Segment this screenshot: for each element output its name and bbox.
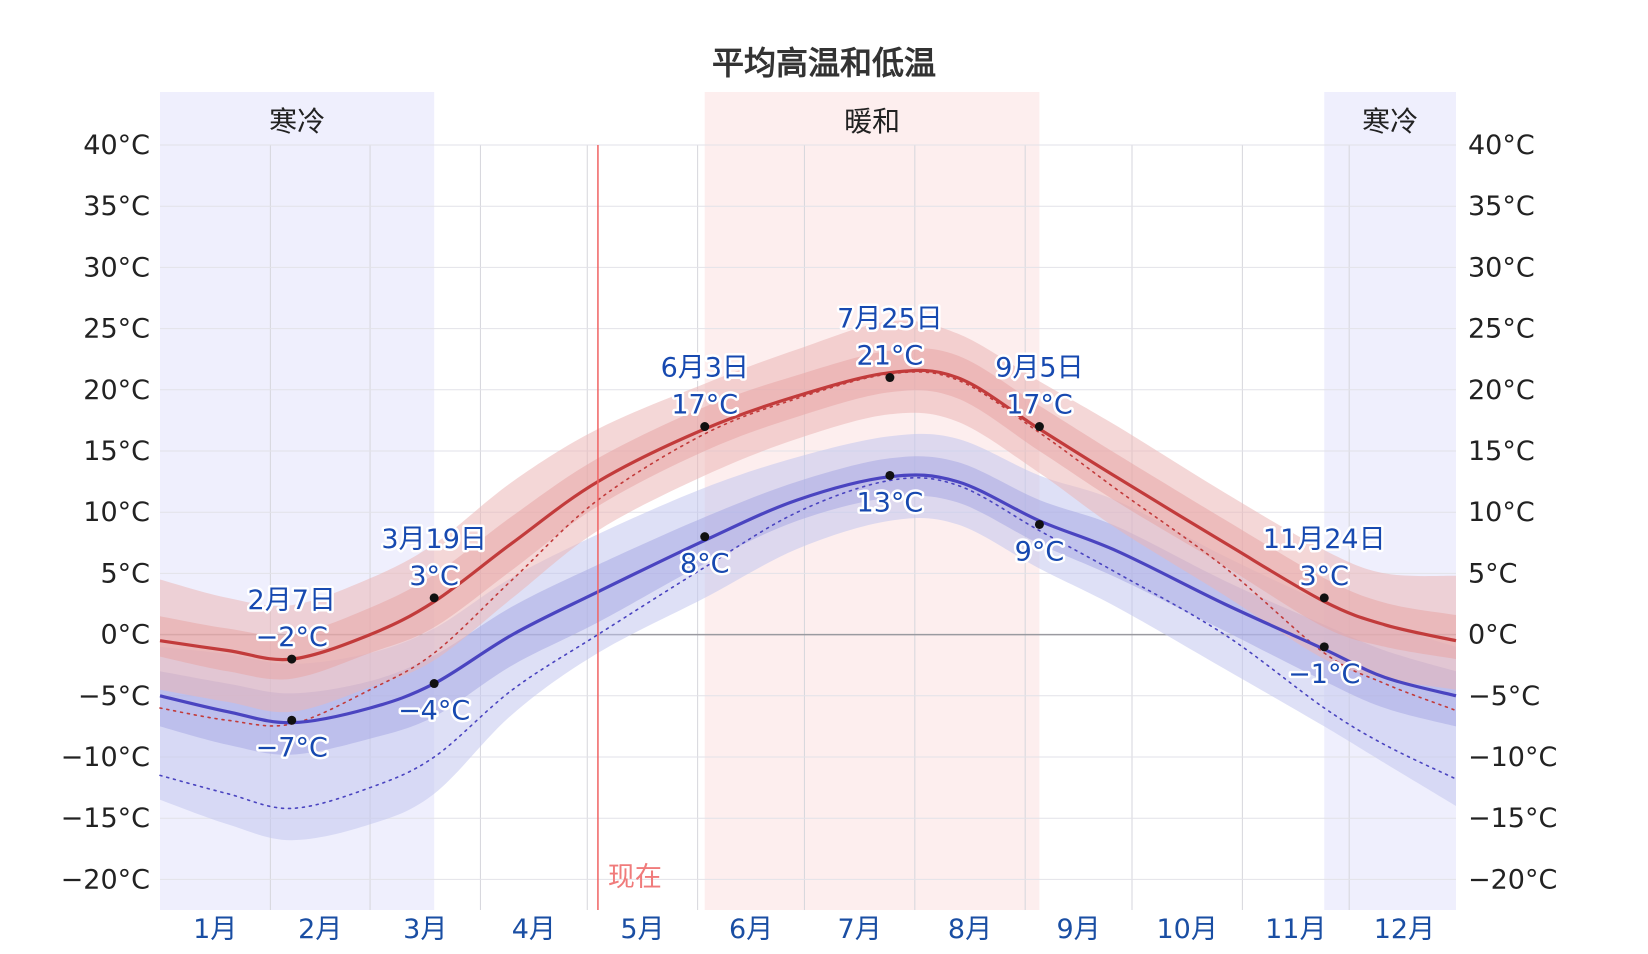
annotation-date: 9月5日 (995, 353, 1083, 384)
annotation-dot (885, 470, 895, 480)
annotation-dot (429, 593, 439, 603)
annotation-dot (287, 715, 297, 725)
y-tick-left: −15°C (61, 803, 150, 834)
season-label-0: 寒冷 (269, 105, 325, 138)
y-axis-ticks: −20°C −20°C −15°C −15°C −10°C −10°C −5°C −5°C 0°… (61, 130, 1558, 895)
chart-title: 平均高温和低温 (712, 44, 936, 82)
annotation-value: 9°C (1015, 536, 1065, 567)
annotation-dot (700, 532, 710, 542)
y-tick-right: −10°C (1468, 742, 1557, 773)
y-tick-right: 40°C (1468, 130, 1535, 161)
annotation-value: −2°C (256, 622, 328, 653)
y-tick-left: 0°C (100, 620, 150, 651)
annotations: −2°C 2月7日 −7°C 3°C 3月19日 −4°C 17°C 6月3日 8°C 21°C 7… (245, 301, 1388, 766)
y-tick-right: 35°C (1468, 191, 1535, 222)
now-label: 现在 (608, 862, 662, 893)
y-tick-left: −20°C (61, 864, 150, 895)
annotation-date: 3月19日 (381, 524, 487, 555)
y-tick-right: 0°C (1468, 620, 1518, 651)
annotation-value: 3°C (1299, 561, 1349, 592)
annotation-value: 3°C (409, 561, 459, 592)
annotation-dot (287, 654, 297, 664)
annotation-dot (1034, 519, 1044, 529)
season-label-1: 暖和 (844, 105, 900, 138)
x-tick-month: 3月 (403, 914, 447, 945)
y-tick-right: 30°C (1468, 252, 1535, 283)
y-tick-left: 25°C (83, 314, 150, 345)
annotation-value: 13°C (857, 487, 924, 518)
annotation-dot (885, 373, 895, 383)
annotation-value: 21°C (857, 341, 924, 372)
y-tick-right: 25°C (1468, 314, 1535, 345)
annotation-dot (1319, 593, 1329, 603)
y-tick-right: 20°C (1468, 375, 1535, 406)
annotation-dot (1034, 422, 1044, 432)
x-tick-month: 2月 (298, 914, 342, 945)
annotation-dot (429, 679, 439, 689)
y-tick-left: −5°C (78, 681, 150, 712)
annotation-date: 6月3日 (661, 353, 749, 384)
x-tick-month: 12月 (1374, 914, 1435, 945)
y-tick-right: 5°C (1468, 558, 1518, 589)
low-band-inner (160, 456, 1456, 755)
high-band-inner (160, 348, 1456, 680)
y-tick-right: −20°C (1468, 864, 1557, 895)
y-tick-left: −10°C (61, 742, 150, 773)
high-mean-line (159, 368, 1457, 662)
annotation-date: 2月7日 (248, 585, 336, 616)
x-tick-month: 5月 (620, 914, 664, 945)
low-mean-line (159, 473, 1457, 725)
x-tick-month: 11月 (1265, 914, 1326, 945)
annotation-value: −1°C (1288, 659, 1360, 690)
x-axis-ticks: 1月 2月 3月 4月 5月 6月 7月 8月 9月 10月 11月 12月 (193, 914, 1435, 945)
x-tick-month: 9月 (1056, 914, 1100, 945)
annotation-date: 11月24日 (1263, 524, 1386, 555)
annotation-value: 8°C (680, 549, 730, 580)
annotation-date: 7月25日 (837, 304, 943, 335)
y-tick-right: −5°C (1468, 681, 1540, 712)
annotation-value: 17°C (1006, 390, 1073, 421)
y-tick-left: 15°C (83, 436, 150, 467)
high-feels-line (159, 371, 1457, 727)
x-tick-month: 6月 (729, 914, 773, 945)
y-tick-left: 40°C (83, 130, 150, 161)
y-tick-left: 10°C (83, 497, 150, 528)
annotation-value: 17°C (671, 390, 738, 421)
low-feels-line (159, 477, 1457, 810)
season-label-2: 寒冷 (1362, 105, 1418, 138)
x-tick-month: 1月 (193, 914, 237, 945)
now-marker: 现在 (597, 145, 662, 910)
annotation-dot (700, 422, 710, 432)
y-tick-left: 30°C (83, 252, 150, 283)
annotation-value: −7°C (256, 732, 328, 763)
y-tick-right: 15°C (1468, 436, 1535, 467)
x-tick-month: 7月 (838, 914, 882, 945)
y-tick-right: −15°C (1468, 803, 1557, 834)
annotation-value: −4°C (398, 696, 470, 727)
y-tick-right: 10°C (1468, 497, 1535, 528)
y-tick-left: 20°C (83, 375, 150, 406)
x-tick-month: 4月 (512, 914, 556, 945)
series-lines (159, 368, 1457, 810)
percentile-bands (160, 320, 1456, 841)
annotation-dot (1319, 642, 1329, 652)
x-tick-month: 8月 (948, 914, 992, 945)
high-band-outer (160, 320, 1456, 713)
y-tick-left: 35°C (83, 191, 150, 222)
x-tick-month: 10月 (1157, 914, 1218, 945)
y-tick-left: 5°C (100, 558, 150, 589)
